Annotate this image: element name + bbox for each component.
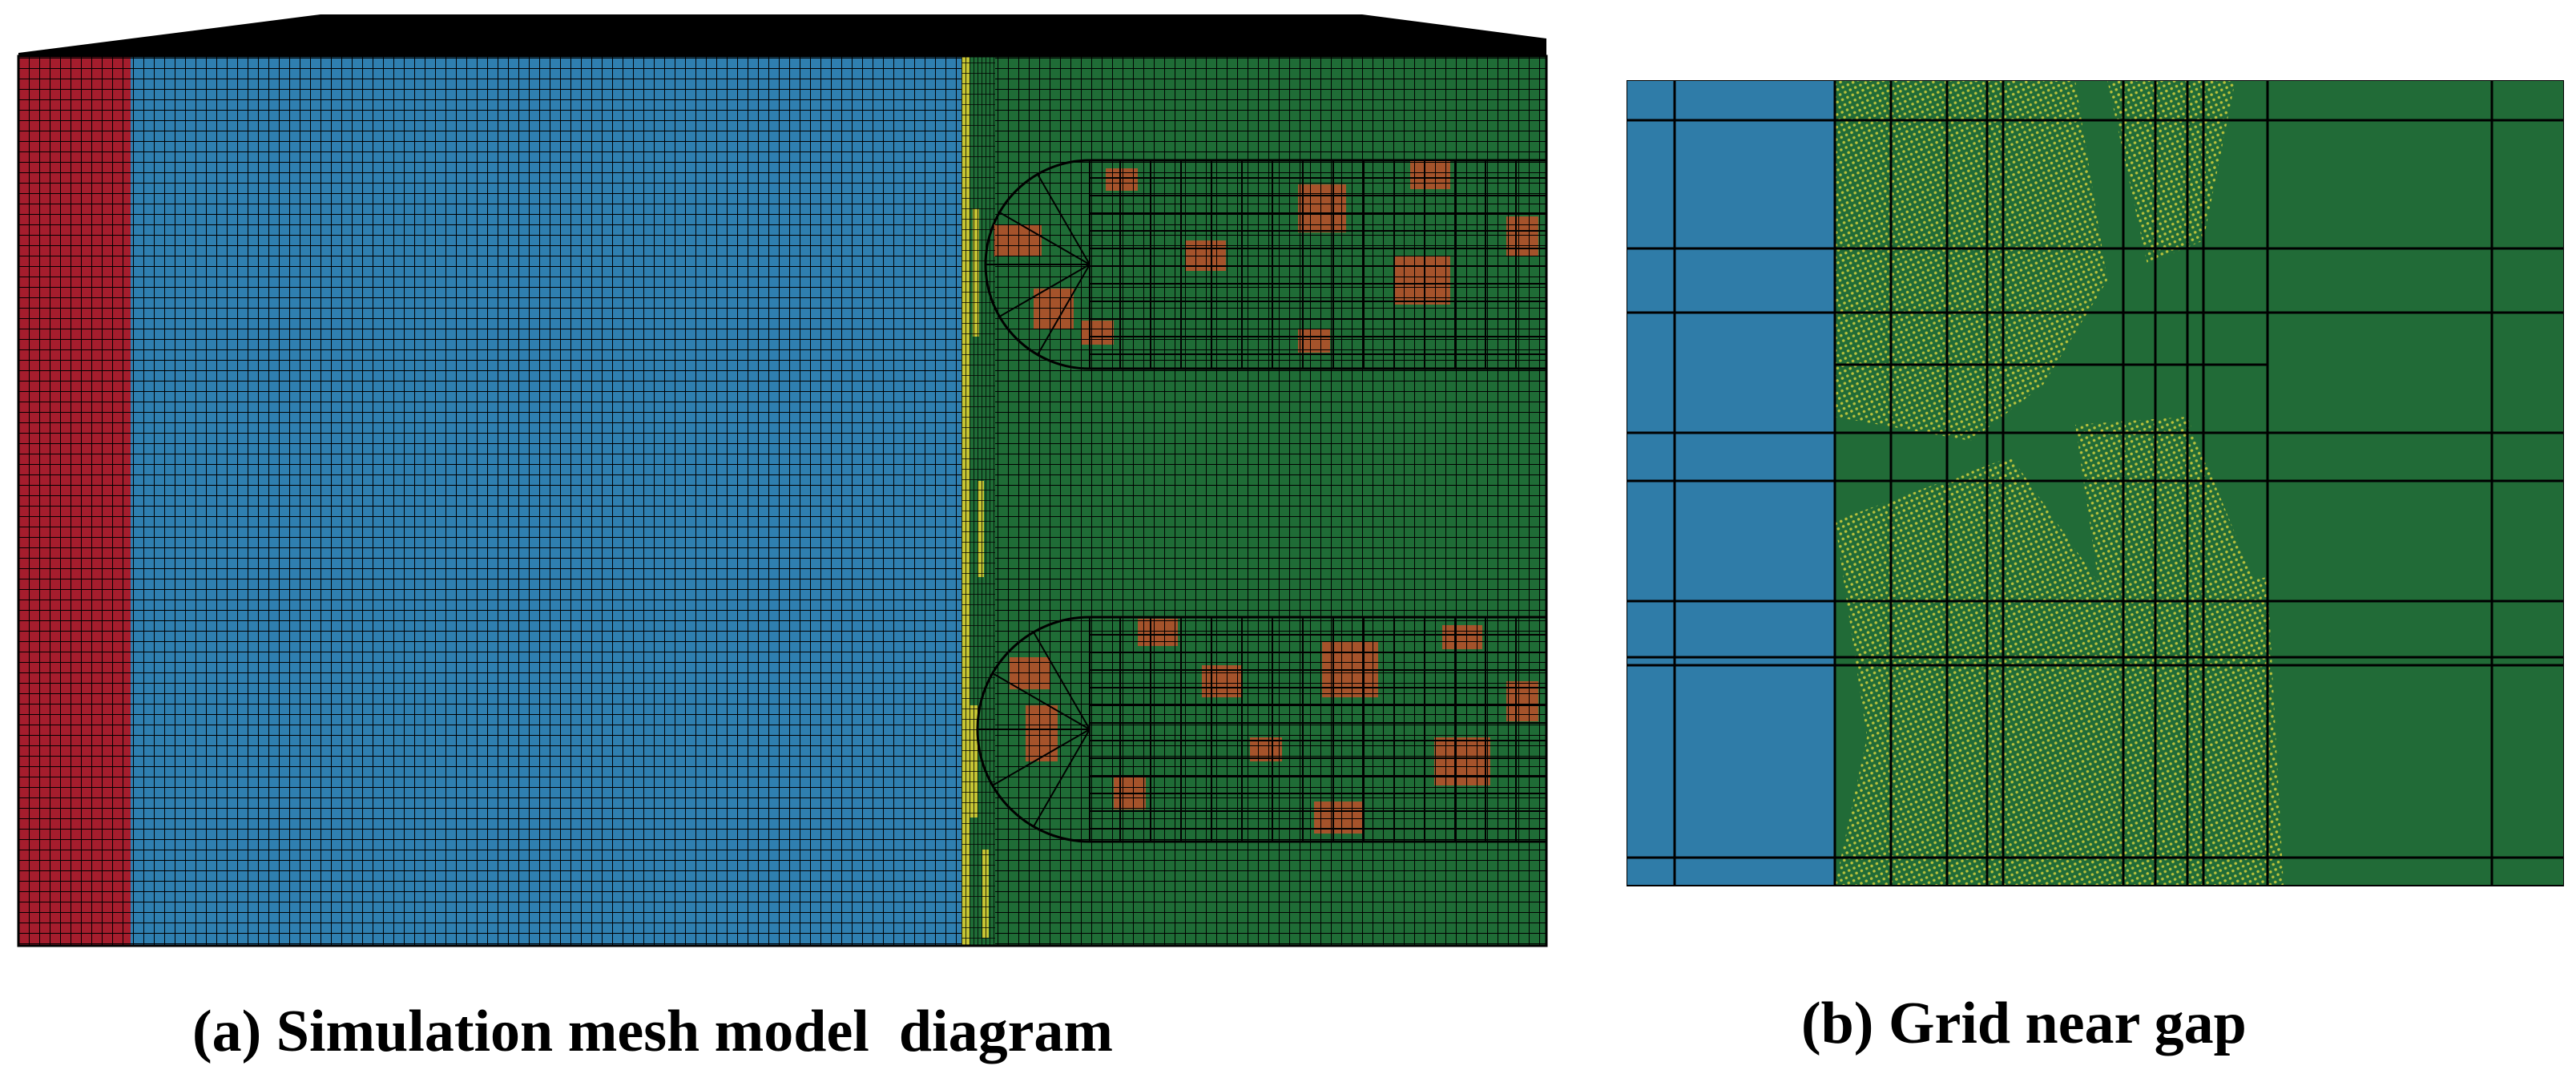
mesh-line bbox=[1033, 729, 1090, 827]
mesh-model-diagram bbox=[17, 14, 1548, 947]
mesh-grid-gap bbox=[961, 56, 995, 946]
grid-near-gap-panel bbox=[1627, 80, 2564, 890]
mesh-line bbox=[1037, 173, 1090, 265]
mesh-line bbox=[992, 672, 1090, 730]
mesh-grid-blue bbox=[131, 56, 961, 946]
mesh-line bbox=[1033, 632, 1090, 730]
mesh-grid-red bbox=[18, 56, 131, 946]
mesh-grid-green bbox=[995, 56, 1546, 946]
grid-lines bbox=[1627, 80, 2564, 886]
model-outline bbox=[17, 55, 1548, 947]
blue-region bbox=[1627, 80, 1835, 886]
mesh-line bbox=[992, 729, 1090, 786]
caption-a: (a) Simulation mesh model diagram bbox=[192, 999, 1114, 1064]
mesh-line bbox=[998, 264, 1090, 317]
mesh-line bbox=[1037, 264, 1090, 356]
grid-near-gap-diagram bbox=[1627, 80, 2564, 886]
slot-refinement-lines bbox=[978, 159, 1547, 842]
panel-outline bbox=[1627, 80, 2564, 886]
caption-b: (b) Grid near gap bbox=[1801, 991, 2247, 1056]
mesh-model-panel bbox=[17, 14, 1548, 947]
mesh-line bbox=[998, 212, 1090, 265]
top-surface bbox=[18, 14, 1546, 58]
